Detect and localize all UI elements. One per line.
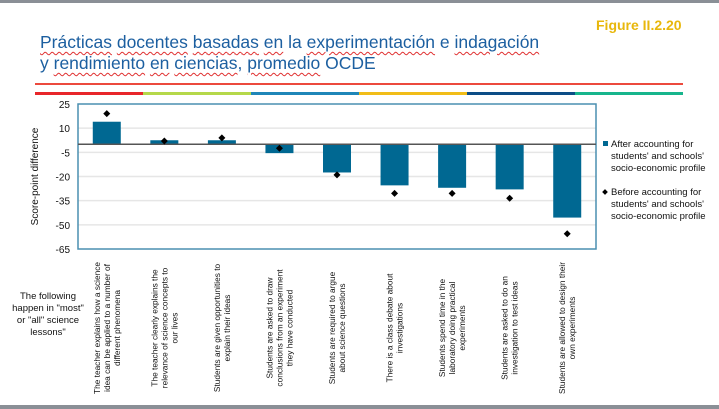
x-tick-label: The teacher explains how a science idea c…	[92, 262, 122, 394]
y-tick-label: -65	[56, 245, 71, 256]
x-tick-label-line: conclusions from an experiment	[274, 269, 284, 387]
color-stripe-segment	[35, 92, 143, 95]
y-tick-label: 25	[59, 100, 71, 111]
x-tick-label-line: Students are asked to draw	[264, 276, 274, 378]
color-stripe-segment	[251, 92, 359, 95]
title-word: rendimiento	[53, 53, 146, 73]
title-word: la	[283, 32, 307, 52]
x-tick-label: Students are allowed to design their own …	[557, 262, 577, 394]
x-tick-label: Students are asked to draw conclusions fr…	[264, 269, 294, 387]
bar	[207, 140, 236, 145]
diamond-marker	[333, 171, 341, 179]
x-tick-label-line: relevance of science concepts to	[159, 267, 169, 388]
y-tick-label: -35	[56, 197, 71, 208]
x-tick-label-line: about science questions	[337, 283, 347, 372]
x-tick-label-line: own experiments	[567, 297, 577, 360]
legend-item-before: Before accounting for students' and scho…	[602, 187, 719, 223]
x-tick-label: There is a class debate about investigati…	[385, 273, 405, 383]
title-word: e	[435, 32, 455, 52]
color-stripe-segment	[575, 92, 683, 95]
diamond-marker	[563, 230, 571, 238]
x-tick-label: Students are asked to do an investigation…	[500, 276, 520, 380]
x-tick-label-line: our lives	[169, 313, 179, 344]
bar	[323, 144, 351, 173]
x-tick-label-line: Students are allowed to design their	[557, 262, 567, 394]
x-tick-label: Students are required to argue about scie…	[327, 271, 347, 384]
legend-square-icon	[603, 141, 608, 146]
legend: After accounting for students' and schoo…	[602, 139, 719, 235]
title-word: experimentación	[306, 32, 436, 52]
title-word: Prácticas	[40, 32, 112, 52]
x-tick-label-line: Students are asked to do an	[500, 276, 510, 380]
figure-label: Figure II.2.20	[596, 17, 682, 33]
title-word: basadas	[192, 32, 259, 52]
title-underline-red	[35, 83, 683, 85]
bottom-border	[0, 405, 719, 409]
top-border	[0, 0, 719, 3]
x-tick-label-line: Students are required to argue	[327, 271, 337, 384]
color-stripe	[35, 92, 683, 95]
title-word: en	[263, 32, 284, 52]
x-tick-label-line: idea can be applied to a number of	[102, 263, 112, 391]
legend-item-after: After accounting for students' and schoo…	[603, 139, 719, 175]
x-tick-label: The teacher clearly explains the relevanc…	[149, 267, 179, 388]
x-tick-label-line: The teacher clearly explains the	[149, 269, 159, 387]
x-tick-label-line: investigation to test ideas	[510, 281, 520, 374]
bar	[438, 144, 467, 188]
diamond-marker	[103, 110, 111, 118]
x-tick-label: Students are given opportunities to expla…	[212, 264, 232, 393]
diamond-marker	[218, 134, 226, 142]
x-tick-label: Students spend time in the laboratory doi…	[437, 278, 467, 377]
diamond-marker	[506, 194, 514, 202]
y-tick-label: -20	[56, 173, 71, 184]
title-word: docentes	[116, 32, 188, 52]
x-tick-label-line: laboratory doing practical	[447, 281, 457, 374]
title-word: promedio	[247, 53, 321, 73]
legend-label-before: Before accounting for students' and scho…	[611, 187, 706, 222]
diamond-marker	[391, 189, 399, 197]
x-tick-label-line: There is a class debate about	[385, 273, 395, 383]
x-tick-label-line: they have conducted	[284, 289, 294, 366]
x-tick-label-line: experiments	[457, 305, 467, 350]
color-stripe-segment	[467, 92, 575, 95]
color-stripe-segment	[143, 92, 251, 95]
title-word: en	[149, 53, 170, 73]
diamond-marker	[448, 189, 456, 197]
x-tick-label-line: investigations	[395, 303, 405, 353]
color-stripe-segment	[359, 92, 467, 95]
x-tick-label-line: Students are given opportunities to	[212, 264, 222, 393]
page-title: Prácticas docentes basadas en la experim…	[40, 32, 539, 74]
diamond-marker	[275, 144, 283, 152]
legend-label-after: After accounting for students' and schoo…	[611, 139, 706, 174]
title-word: ,	[237, 53, 248, 73]
bar	[380, 144, 409, 186]
title-word: y	[40, 53, 54, 73]
y-tick-label: -5	[61, 148, 70, 159]
x-tick-label-line: Students spend time in the	[437, 278, 447, 377]
title-line-2: y rendimiento en ciencias, promedio OCDE	[40, 53, 539, 74]
x-tick-label-line: different phenomena	[112, 290, 122, 366]
title-line-1: Prácticas docentes basadas en la experim…	[40, 32, 539, 53]
title-word: ciencias	[174, 53, 238, 73]
legend-diamond-icon	[602, 189, 608, 195]
title-word: OCDE	[320, 53, 376, 73]
title-word: indagación	[454, 32, 540, 52]
y-tick-label: 10	[59, 124, 71, 135]
diamond-marker	[160, 137, 168, 145]
y-tick-label: -50	[56, 221, 71, 232]
bar	[92, 121, 121, 145]
plot-frame	[77, 103, 597, 250]
x-tick-label-line: explain their ideas	[222, 295, 232, 362]
bar	[553, 144, 582, 218]
side-note: The following happen in "most" or "all" …	[12, 291, 84, 338]
x-tick-label-line: The teacher explains how a science	[92, 262, 102, 394]
y-axis-label: Score-point difference	[30, 127, 41, 225]
bar	[495, 144, 524, 190]
